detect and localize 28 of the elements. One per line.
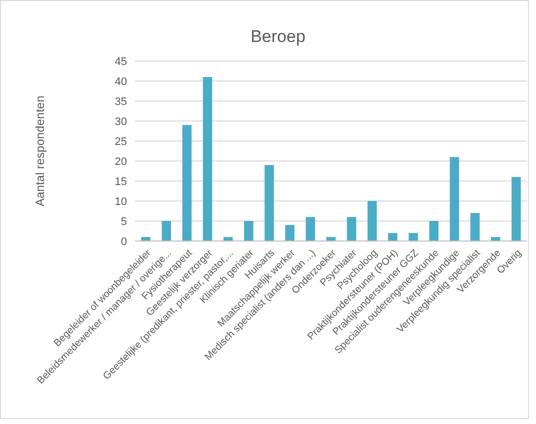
bar <box>162 221 172 241</box>
y-tick-label: 45 <box>114 56 127 68</box>
y-tick-label: 40 <box>114 76 127 88</box>
bar <box>306 217 316 241</box>
bar <box>285 225 294 241</box>
bar <box>346 217 356 241</box>
bar <box>429 221 439 241</box>
bar <box>141 237 150 241</box>
bar <box>470 213 480 241</box>
y-tick-label: 15 <box>114 176 127 188</box>
y-tick-label: 20 <box>114 156 127 168</box>
bar <box>450 157 460 241</box>
bar <box>202 77 212 241</box>
chart-title: Beroep <box>250 27 306 46</box>
y-tick-label: 5 <box>120 216 127 228</box>
y-tick-label: 35 <box>114 96 127 108</box>
bar <box>512 177 521 241</box>
bar <box>408 233 418 241</box>
y-tick-label: 30 <box>114 116 127 128</box>
y-tick-label: 10 <box>114 196 127 208</box>
bar <box>244 221 254 241</box>
bar <box>368 201 377 241</box>
bar <box>264 165 274 241</box>
bar <box>182 125 192 241</box>
y-tick-label: 25 <box>114 136 127 148</box>
y-tick-label: 0 <box>120 236 127 248</box>
y-axis-title: Aantal respondenten <box>33 96 47 206</box>
bar <box>388 233 398 241</box>
